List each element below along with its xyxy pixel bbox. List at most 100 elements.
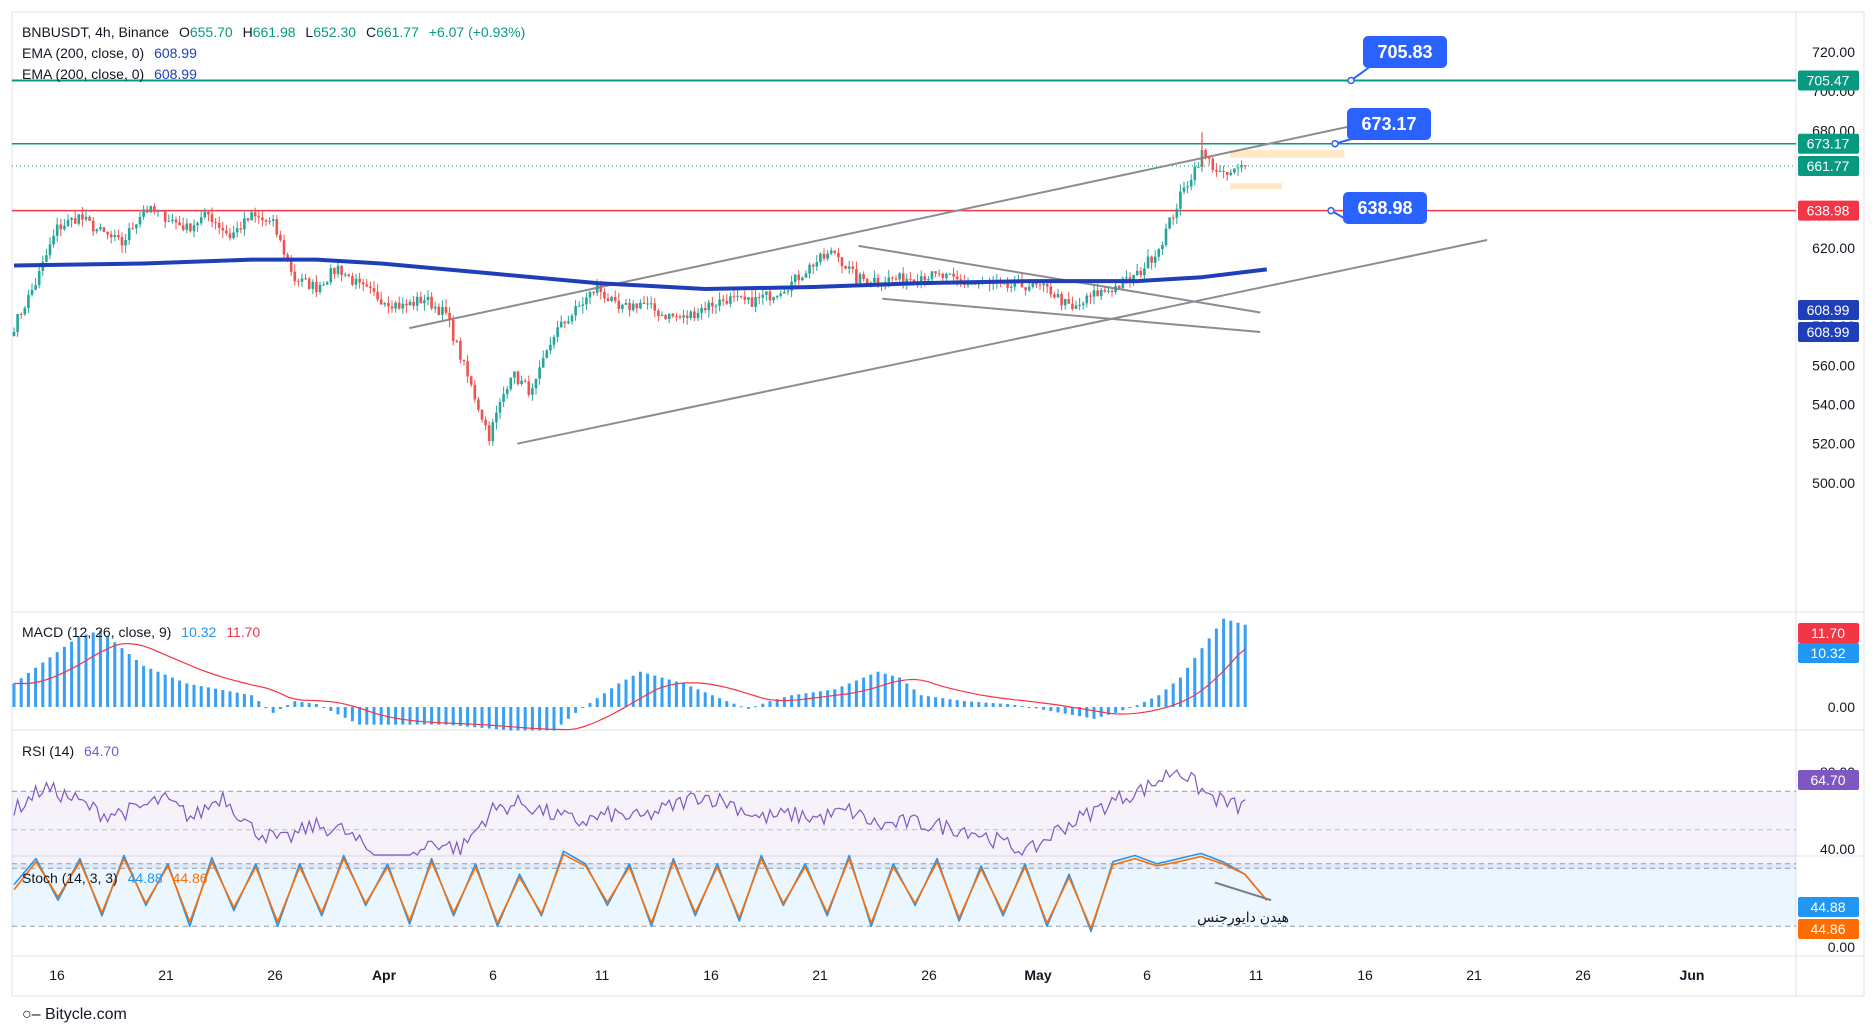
candle-body bbox=[772, 297, 775, 301]
macd-bar bbox=[1027, 707, 1031, 708]
candle-body bbox=[1038, 284, 1042, 286]
candle-body bbox=[653, 303, 657, 311]
candle-body bbox=[437, 306, 441, 316]
candle-body bbox=[556, 327, 559, 337]
candle-body bbox=[736, 295, 739, 297]
candle-body bbox=[1024, 287, 1027, 291]
candle-body bbox=[1107, 290, 1110, 292]
candle-body bbox=[1153, 256, 1157, 263]
high-label: H bbox=[242, 24, 253, 40]
candle-body bbox=[739, 295, 743, 297]
candle-body bbox=[941, 273, 945, 278]
macd-bar bbox=[293, 701, 297, 707]
candle-body bbox=[401, 303, 405, 309]
candle-body bbox=[235, 228, 239, 233]
macd-bar bbox=[797, 694, 801, 707]
candle-body bbox=[185, 223, 189, 230]
candle-body bbox=[300, 278, 304, 282]
badge-text: 705.47 bbox=[1807, 72, 1850, 88]
candle-body bbox=[289, 259, 293, 272]
badge-macd: 10.32 bbox=[1798, 643, 1859, 663]
macd-bar bbox=[34, 667, 38, 707]
macd-bar bbox=[653, 675, 657, 707]
candle-body bbox=[833, 250, 837, 253]
candle-body bbox=[649, 303, 653, 305]
price-callout-1: 705.83 bbox=[1347, 36, 1447, 85]
candle-body bbox=[358, 278, 361, 283]
candle-body bbox=[1218, 170, 1222, 172]
rsi-pane[interactable] bbox=[12, 768, 1796, 869]
candle-body bbox=[804, 273, 808, 278]
callout-anchor bbox=[1327, 206, 1335, 215]
candle-body bbox=[387, 303, 390, 307]
candle-body bbox=[567, 321, 570, 324]
macd-bar bbox=[1200, 648, 1204, 707]
brand-text: Bitycle.com bbox=[45, 1006, 127, 1023]
y-tick-label: 620.00 bbox=[1812, 240, 1855, 256]
macd-bar bbox=[1063, 707, 1067, 714]
macd-bar bbox=[926, 696, 930, 707]
stoch-pane[interactable]: هیدن دایورجنس bbox=[12, 850, 1796, 933]
candle-body bbox=[851, 266, 855, 270]
candle-body bbox=[34, 285, 37, 290]
candle-body bbox=[19, 314, 23, 316]
macd-bar bbox=[595, 698, 599, 707]
candle-body bbox=[527, 381, 531, 395]
badge-text: 608.99 bbox=[1807, 324, 1850, 340]
callout-box bbox=[1347, 108, 1431, 140]
x-tick-label: 16 bbox=[1357, 967, 1373, 983]
y-tick-label: 540.00 bbox=[1812, 397, 1855, 413]
macd-bar bbox=[646, 673, 650, 707]
macd-bar bbox=[667, 679, 671, 707]
candle-body bbox=[1121, 278, 1125, 289]
candle-body bbox=[192, 225, 196, 232]
candle-body bbox=[1042, 283, 1045, 286]
candle-body bbox=[545, 350, 549, 359]
macd-bar bbox=[1178, 677, 1182, 707]
price-callout-3: 638.98 bbox=[1327, 192, 1427, 224]
macd-bar bbox=[1150, 698, 1154, 707]
badge-bg bbox=[1798, 156, 1859, 177]
x-tick-label: 16 bbox=[703, 967, 719, 983]
price-callout-2: 673.17 bbox=[1331, 108, 1431, 148]
candle-body bbox=[588, 292, 592, 298]
badge-bg bbox=[1798, 770, 1859, 790]
candle-body bbox=[127, 228, 131, 240]
macd-bar bbox=[1092, 707, 1096, 719]
candle-body bbox=[930, 271, 934, 280]
macd-bar bbox=[214, 688, 218, 707]
candle-body bbox=[703, 308, 707, 311]
candle-body bbox=[487, 425, 491, 442]
callout-box bbox=[1363, 36, 1447, 68]
candle-body bbox=[397, 302, 401, 309]
price-pane[interactable]: 705.83 673.17 638.98 bbox=[12, 36, 1796, 446]
macd-bar bbox=[487, 707, 491, 729]
y-tick-label: 500.00 bbox=[1812, 475, 1855, 491]
macd-bar bbox=[696, 689, 700, 707]
candle-body bbox=[12, 332, 16, 336]
macd-bar bbox=[818, 691, 822, 707]
hidden-divergence-line bbox=[1214, 881, 1272, 902]
candle-body bbox=[1132, 275, 1135, 282]
macd-bar bbox=[1042, 707, 1046, 710]
macd-pane[interactable] bbox=[12, 618, 1247, 731]
candle-body bbox=[145, 209, 149, 213]
candle-body bbox=[23, 308, 27, 315]
macd-bar bbox=[1049, 707, 1053, 712]
badge-text: 10.32 bbox=[1810, 645, 1845, 661]
candle-body bbox=[552, 336, 556, 345]
candle-body bbox=[199, 217, 203, 224]
macd-bar bbox=[1157, 695, 1161, 707]
candle-body bbox=[451, 319, 455, 341]
y-tick-label: 720.00 bbox=[1812, 44, 1855, 60]
candle-body bbox=[937, 273, 941, 275]
candle-body bbox=[581, 304, 585, 306]
candle-body bbox=[264, 220, 268, 222]
candle-body bbox=[1060, 293, 1063, 306]
candle-body bbox=[325, 282, 329, 285]
candle-body bbox=[257, 216, 261, 218]
macd-bar bbox=[106, 636, 110, 707]
macd-bar bbox=[955, 700, 959, 707]
candle-body bbox=[37, 270, 41, 286]
